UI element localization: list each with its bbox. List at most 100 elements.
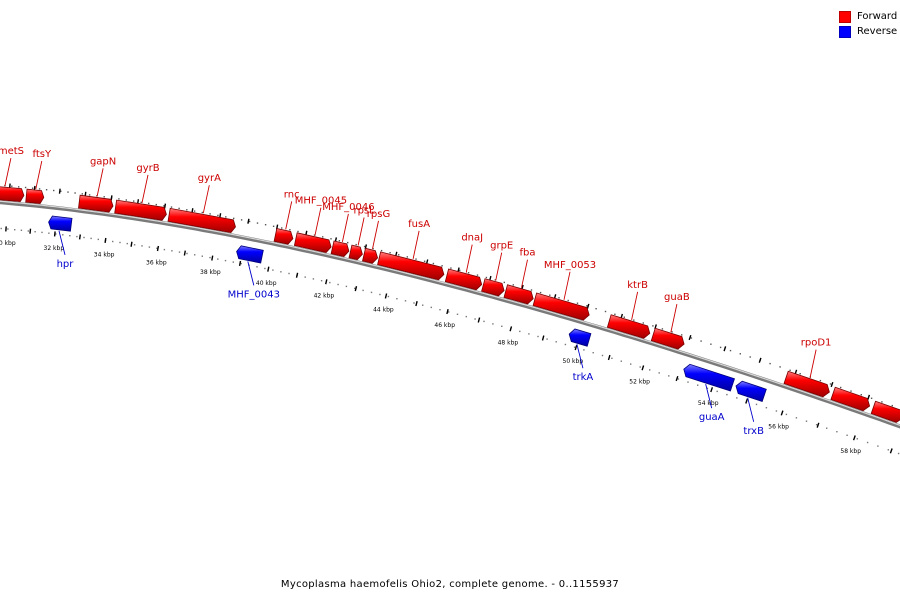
guide-dot xyxy=(736,397,738,399)
scale-tick xyxy=(295,272,299,278)
guide-dot xyxy=(546,338,548,340)
gene-arrow-hpr[interactable] xyxy=(48,215,73,232)
scale-tick xyxy=(183,250,186,256)
gene-arrow-rpsL[interactable] xyxy=(348,244,363,261)
scale-label: 52 kbp xyxy=(629,378,650,385)
gene-arrow-gyrA[interactable] xyxy=(167,207,236,234)
guide-dot xyxy=(639,366,641,368)
guide-dot xyxy=(45,189,48,191)
guide-dot xyxy=(201,255,203,257)
guide-dot xyxy=(799,373,801,375)
gene-arrow-ktrB[interactable] xyxy=(606,314,651,339)
guide-dot xyxy=(677,378,680,380)
scale-tick xyxy=(509,326,513,332)
guide-dot xyxy=(826,427,828,429)
guide-dot xyxy=(330,238,332,240)
legend-reverse: Reverse xyxy=(839,24,897,39)
gene-leader-line xyxy=(96,168,104,197)
scale-tick xyxy=(156,245,160,252)
gene-arrow-guaB[interactable] xyxy=(650,327,685,350)
gene-arrow-gyrB[interactable] xyxy=(114,199,167,221)
guide-dot xyxy=(83,236,85,239)
gene-arrow-guaA[interactable] xyxy=(683,363,736,392)
gene-arrow-unnamed[interactable] xyxy=(830,386,871,412)
gene-arrow-trkA[interactable] xyxy=(568,328,592,347)
guide-dot xyxy=(749,356,751,358)
scale-label: 30 kbp xyxy=(0,240,16,247)
gene-arrow-grpE[interactable] xyxy=(481,278,505,297)
guide-dot xyxy=(103,196,105,198)
gene-arrow-fusA[interactable] xyxy=(377,251,445,281)
gene-arrow-MHF_0043[interactable] xyxy=(236,245,264,264)
gene-leader-line xyxy=(35,160,43,190)
guide-dot xyxy=(248,220,251,223)
guide-dot xyxy=(313,234,316,236)
guide-dot xyxy=(519,330,521,333)
guide-dot xyxy=(7,228,9,230)
gene-arrow-fba[interactable] xyxy=(503,284,534,305)
scale-tick xyxy=(758,357,762,363)
legend-reverse-label: Reverse xyxy=(857,26,898,37)
guide-dot xyxy=(785,413,788,416)
guide-dot xyxy=(31,187,34,189)
guide-dot xyxy=(264,267,266,270)
gene-arrow-trxB[interactable] xyxy=(735,380,767,403)
gene-leader-line xyxy=(247,261,255,286)
guide-dot xyxy=(81,193,83,195)
scale-label: 32 kbp xyxy=(44,245,65,252)
guide-dot xyxy=(779,366,781,368)
guide-dot xyxy=(671,331,673,333)
gene-label: rpsG xyxy=(367,209,390,220)
forward-swatch xyxy=(839,10,851,23)
gene-arrow-rpsG[interactable] xyxy=(362,247,379,264)
guide-dot xyxy=(48,232,50,234)
guide-dot xyxy=(209,213,211,215)
guide-dot xyxy=(555,341,557,343)
guide-dot xyxy=(775,410,778,412)
gene-arrow-rpoD1[interactable] xyxy=(783,370,830,398)
gene-leader-line xyxy=(4,158,12,187)
guide-dot xyxy=(201,211,203,214)
guide-dot xyxy=(60,190,62,192)
guide-dot xyxy=(652,325,654,327)
guide-dot xyxy=(288,272,290,275)
gene-leader-line xyxy=(465,244,473,273)
grid-layer: 30 kbp 32 kbp 34 kbp 36 kbp 38 kbp 40 kbp 42 k… xyxy=(0,183,900,455)
guide-dot xyxy=(362,289,364,292)
gene-arrow-ftsY[interactable] xyxy=(25,188,45,205)
guide-dot xyxy=(611,357,613,359)
scale-tick xyxy=(688,334,692,341)
guide-dot xyxy=(347,241,349,244)
guide-dot xyxy=(240,219,243,221)
gene-arrow-gapN[interactable] xyxy=(78,194,114,213)
guide-dot xyxy=(27,230,29,232)
guide-dot xyxy=(729,349,732,352)
scale-tick xyxy=(53,231,56,237)
gene-leader-line xyxy=(563,271,571,300)
guide-dot xyxy=(815,424,818,426)
guide-dot xyxy=(681,334,683,336)
scale-tick xyxy=(415,301,418,307)
gene-leader-line xyxy=(372,220,379,249)
guide-dot xyxy=(719,346,722,349)
guide-dot xyxy=(877,445,879,447)
gene-arrow-rnc[interactable] xyxy=(273,228,294,245)
guide-dot xyxy=(171,250,173,252)
guide-dot xyxy=(494,279,496,281)
guide-dot xyxy=(769,362,771,365)
guide-dot xyxy=(398,254,400,256)
gene-label: MHF_0053 xyxy=(544,260,596,271)
gene-arrow-MHF_0046[interactable] xyxy=(330,240,350,258)
gene-arrow-metS[interactable] xyxy=(0,186,25,203)
gene-arrow-MHF_0053[interactable] xyxy=(532,292,590,321)
guide-dot xyxy=(118,198,120,200)
gene-arrow-MHF_0045[interactable] xyxy=(293,232,332,253)
gene-arrow-dnaJ[interactable] xyxy=(444,268,483,291)
guide-dot xyxy=(614,313,616,315)
guide-dot xyxy=(439,309,441,311)
guide-dot xyxy=(170,206,173,208)
gene-leader-line xyxy=(631,291,639,320)
guide-dot xyxy=(240,262,242,265)
guide-dot xyxy=(38,188,41,190)
